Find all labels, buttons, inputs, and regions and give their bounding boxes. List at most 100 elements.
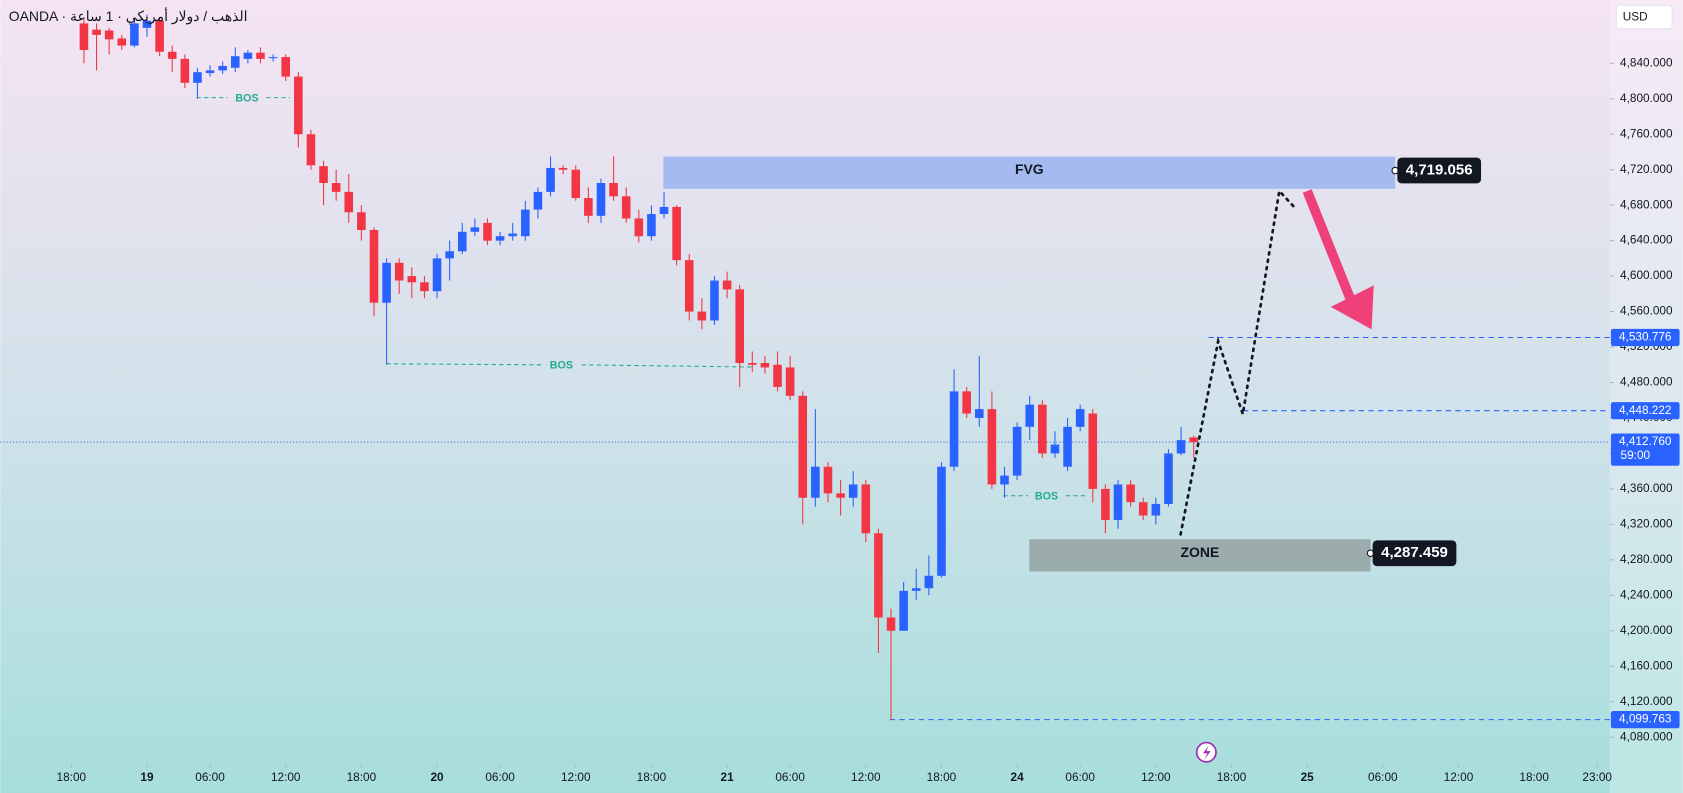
candle-body <box>558 167 568 170</box>
candle-body <box>268 57 278 59</box>
candle-body <box>521 209 530 237</box>
candle-body <box>1189 437 1198 443</box>
projection <box>1179 188 1374 536</box>
candle-body <box>924 575 934 589</box>
arrow-head <box>1330 285 1374 330</box>
candle-body <box>243 52 253 59</box>
candle-body <box>634 218 644 237</box>
bos-line <box>581 364 752 368</box>
level-tag <box>1610 711 1680 729</box>
candle-body <box>117 38 127 46</box>
candle-body <box>672 206 681 261</box>
candle-body <box>470 227 480 232</box>
y-tick-label: 4,240.000 <box>1620 587 1673 601</box>
candle-body <box>823 466 833 494</box>
candle-body <box>596 183 606 216</box>
candle-body <box>1075 409 1085 427</box>
bos-label: BOS <box>1035 491 1058 503</box>
candle-body <box>1025 404 1035 427</box>
candle-body <box>710 280 719 321</box>
candle-body <box>319 166 328 184</box>
candle-body <box>722 280 732 290</box>
candle-body <box>659 206 669 215</box>
candle-body <box>382 262 391 303</box>
candle-body <box>1088 413 1098 489</box>
candle-body <box>987 409 997 485</box>
candle-body <box>811 466 820 498</box>
candle-body <box>167 51 177 59</box>
x-tick-label: 23:00 <box>1582 770 1612 784</box>
candle-body <box>331 183 341 192</box>
candle-body <box>1063 426 1072 467</box>
candle-body <box>760 362 770 368</box>
candle-body <box>1038 404 1047 454</box>
zone-price-tag <box>1372 540 1457 567</box>
zone-label: ZONE <box>1181 544 1220 560</box>
x-tick-label: 24 <box>1011 770 1025 784</box>
candle-body <box>205 70 215 74</box>
fvg-price-label: 4,719.056 <box>1406 162 1473 179</box>
level-tag <box>1610 402 1680 420</box>
y-tick-label: 4,480.000 <box>1620 375 1673 389</box>
currency-label[interactable]: USD <box>1623 9 1648 23</box>
candle-body <box>483 222 492 241</box>
candle-body <box>394 262 404 281</box>
x-tick-label: 18:00 <box>927 770 957 784</box>
y-tick-label: 4,160.000 <box>1620 658 1673 672</box>
candle-body <box>621 196 631 219</box>
candle-body <box>155 20 164 52</box>
candle-body <box>193 72 202 83</box>
candle-body <box>1050 444 1060 454</box>
candle-body <box>886 617 896 631</box>
candle-body <box>571 169 581 199</box>
bos-label: BOS <box>550 360 573 372</box>
countdown-label: 59:00 <box>1621 448 1651 462</box>
arrow-shaft <box>1302 189 1359 311</box>
candle-body <box>420 282 429 292</box>
candle-body <box>79 23 89 51</box>
y-tick-label: 4,760.000 <box>1620 126 1673 140</box>
x-tick-label: 12:00 <box>271 770 301 784</box>
candle-body <box>130 23 139 46</box>
x-tick-label: 19 <box>140 770 154 784</box>
x-tick-label: 12:00 <box>561 770 591 784</box>
x-tick-label: 06:00 <box>1065 770 1095 784</box>
y-tick-label: 4,720.000 <box>1620 162 1673 176</box>
x-tick-label: 06:00 <box>195 770 225 784</box>
symbol-title: OANDA · الذهب / دولار أمريكي · 1 ساعة <box>9 6 248 25</box>
candle-body <box>684 260 694 312</box>
candle-body <box>1164 453 1173 504</box>
last-price-label: 4,412.760 <box>1619 434 1672 448</box>
candle-body <box>1012 426 1022 476</box>
x-tick-label: 06:00 <box>485 770 515 784</box>
candle-body <box>1151 503 1161 516</box>
candle-body <box>1000 475 1009 485</box>
y-tick-label: 4,600.000 <box>1620 268 1673 282</box>
x-tick-label: 21 <box>721 770 735 784</box>
level-tag <box>1610 328 1680 347</box>
x-tick-label: 18:00 <box>637 770 667 784</box>
event-icon-bolt <box>1203 745 1211 760</box>
fvg-price-tag <box>1397 157 1482 184</box>
x-tick-label: 06:00 <box>775 770 805 784</box>
candle-body <box>1101 488 1110 520</box>
candle-body <box>975 409 984 418</box>
candle-body <box>457 231 467 252</box>
y-tick-label: 4,640.000 <box>1620 233 1673 247</box>
y-tick-label: 4,840.000 <box>1620 55 1673 69</box>
bos-line <box>386 363 543 366</box>
candle-body <box>546 167 555 192</box>
y-tick-label: 4,320.000 <box>1620 516 1673 530</box>
x-tick-label: 06:00 <box>1368 770 1398 784</box>
level-label: 4,448.222 <box>1619 403 1671 417</box>
candles <box>79 14 1198 720</box>
candle-body <box>697 311 707 321</box>
currency-button[interactable] <box>1615 4 1673 30</box>
x-tick-label: 18:00 <box>57 770 87 784</box>
candle-body <box>937 466 946 576</box>
candle-body <box>344 191 354 213</box>
candle-body <box>609 183 618 197</box>
zone-box <box>1029 539 1371 572</box>
candle-body <box>584 198 593 216</box>
